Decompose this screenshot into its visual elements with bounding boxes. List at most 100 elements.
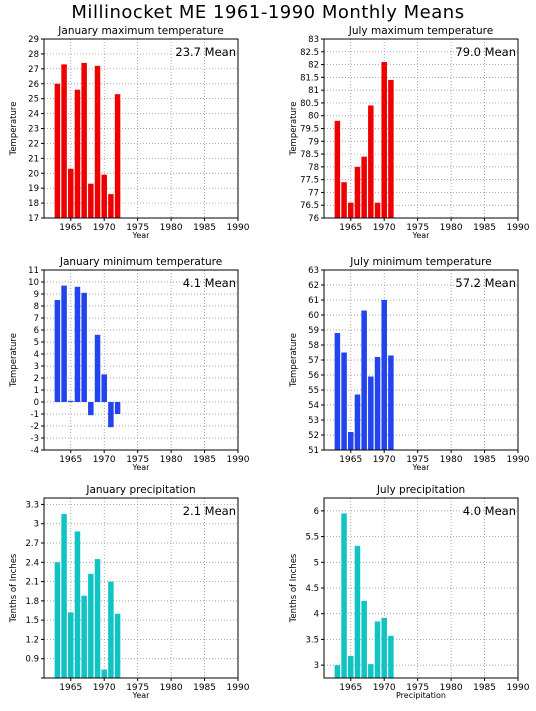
bar-1966 [74,531,81,678]
bar-1966 [354,545,361,678]
y-tick-label: 4 [314,610,319,620]
x-tick-label: 1980 [440,455,463,465]
x-tick-label: 1990 [507,683,530,693]
y-axis-label: Temperature [289,333,299,388]
bar-1967 [361,156,367,218]
y-tick-label: 1.8 [25,597,39,607]
x-tick-label: 1985 [473,455,496,465]
bar-1965 [68,400,74,402]
bar-1969 [94,65,101,218]
x-tick-label: 1970 [373,683,396,693]
y-tick-label: 52 [308,431,319,441]
chart-title: July precipitation [376,484,465,496]
x-tick-label: 1970 [93,683,116,693]
y-tick-label: 18 [28,199,39,209]
y-tick-label: 5.5 [305,533,319,543]
bar-1971 [108,402,114,428]
y-axis-label: Tenths of Inches [289,553,299,623]
x-tick-label: 1970 [373,455,396,465]
y-tick-label: 5 [314,558,319,568]
chart-title: January precipitation [85,484,195,496]
mean-annotation: 4.1 Mean [183,276,236,290]
y-tick-label: 11 [28,266,39,276]
x-tick-label: 1980 [160,223,183,233]
y-tick-label: 59 [308,326,319,336]
y-tick-label: 62 [308,281,319,291]
mean-annotation: 57.2 Mean [455,276,516,290]
x-axis-label: Year [412,463,431,472]
bar-1971 [388,355,394,450]
y-tick-label: 77 [308,188,319,198]
y-tick-label: 82 [308,61,319,71]
y-tick-label: -4 [31,446,39,456]
x-tick-label: 1965 [59,223,82,233]
x-tick-label: 1990 [227,683,250,693]
bar-1970 [101,174,107,218]
y-tick-label: 57 [308,356,319,366]
x-tick-label: 1975 [126,683,149,693]
bar-1969 [374,621,381,678]
bar-1965 [348,432,354,450]
x-tick-label: 1970 [93,223,116,233]
bar-1967 [81,595,87,678]
y-tick-label: 0.9 [25,655,39,665]
y-tick-label: -3 [31,434,39,444]
y-tick-label: 77.5 [300,176,319,186]
page-title: Millinocket ME 1961-1990 Monthly Means [71,2,465,23]
bar-1963 [54,83,61,218]
bar-1969 [94,334,101,402]
bar-1963 [334,333,341,450]
y-axis-label: Temperature [9,333,19,388]
y-tick-label: 76.5 [300,201,319,211]
chart-panel: 1965 1970 1975 1980 1985 1990 76 76.5 77 77.5 78 78… [289,25,530,240]
y-tick-label: 7 [34,314,39,324]
y-tick-label: 80 [308,112,319,122]
y-tick-label: 1 [34,386,39,396]
x-tick-label: 1985 [473,683,496,693]
x-axis-label: Year [412,231,431,240]
y-tick-label: 9 [34,290,39,300]
y-tick-label: 28 [28,50,39,60]
y-tick-label: 3 [34,520,39,530]
y-tick-label: 2 [34,374,39,384]
bar-1966 [354,166,361,218]
y-tick-label: 0 [34,398,39,408]
chart-title: January maximum temperature [57,25,223,37]
bar-1972 [114,94,121,218]
x-tick-label: 1980 [440,683,463,693]
bar-1965 [68,612,74,678]
bar-1963 [54,562,61,678]
bar-1971 [108,194,114,218]
bar-1965 [348,655,354,678]
bar-1967 [361,310,367,450]
y-tick-label: 55 [308,386,319,396]
bar-1964 [61,514,67,678]
y-tick-label: 20 [28,169,39,179]
bar-1969 [374,202,381,218]
bar-1968 [368,664,374,678]
bar-1964 [341,182,347,218]
mean-annotation: 79.0 Mean [455,45,516,59]
x-axis-label: Precipitation [396,691,446,700]
y-tick-label: 51 [308,446,319,456]
bar-1968 [368,376,374,450]
y-tick-label: 78 [308,163,319,173]
bar-1967 [81,292,87,402]
bar-1971 [108,581,114,678]
x-tick-label: 1970 [93,455,116,465]
mean-annotation: 4.0 Mean [463,504,516,518]
x-axis-label: Year [132,691,151,700]
x-tick-label: 1965 [339,455,362,465]
bar-1968 [88,183,94,218]
y-tick-label: 23 [28,125,39,135]
y-tick-label: 1.5 [25,616,39,626]
y-tick-label: 21 [28,154,39,164]
y-tick-label: 58 [308,341,319,351]
x-tick-label: 1975 [126,223,149,233]
chart-panel: 1965 1970 1975 1980 1985 1990 3 3.5 4 4.5 5 5.5 6 Jul… [289,484,530,700]
x-tick-label: 1985 [193,223,216,233]
bar-1963 [54,300,61,402]
y-tick-label: 2.7 [25,539,39,549]
y-tick-label: 10 [28,278,39,288]
x-tick-label: 1965 [339,683,362,693]
